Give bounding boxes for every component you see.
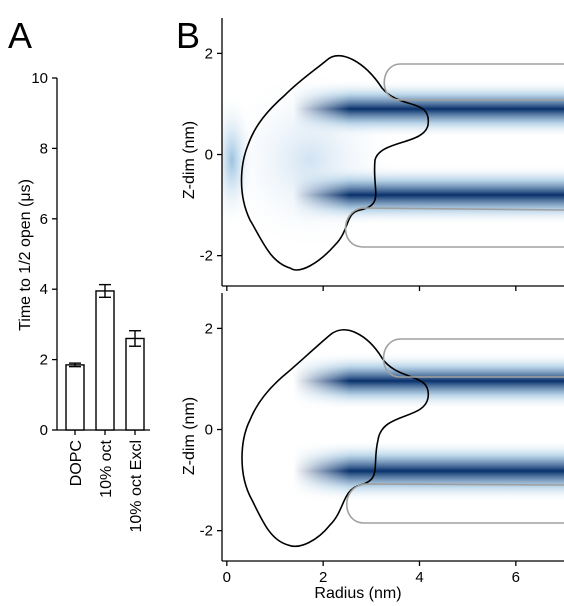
heatmap-b-top: 2 0 -2 Z-dim (nm) <box>181 18 564 291</box>
y-tick-label-a: 2 <box>40 352 48 369</box>
x-tick-label: 6 <box>512 569 520 586</box>
gray-contour-top-lower <box>344 207 564 248</box>
y-tick-label: 0 <box>205 422 213 439</box>
category-label: DOPC <box>68 440 85 486</box>
y-axis-label-b-top: Z-dim (nm) <box>181 121 198 199</box>
y-tick-label: -2 <box>200 523 213 540</box>
heatmap-b-bottom: 2 0 -2 0 2 4 6 Z-dim (nm) Radius (nm) <box>181 293 564 602</box>
panel-a-letter: A <box>8 15 32 56</box>
category-label: 10% oct <box>98 439 115 497</box>
category-labels-a: DOPC 10% oct 10% oct Excl <box>68 439 145 532</box>
y-tick-label-a: 4 <box>40 281 48 298</box>
y-tick-label: -2 <box>200 248 213 265</box>
y-ticks-b-top: 2 0 -2 <box>200 45 222 265</box>
bars-a <box>65 283 145 435</box>
y-ticks-a: 0 2 4 6 8 10 <box>31 70 57 439</box>
gray-contour-bottom-upper <box>382 338 564 378</box>
category-label: 10% oct Excl <box>128 440 145 532</box>
y-tick-label: 0 <box>205 147 213 164</box>
x-tick-label: 2 <box>319 569 327 586</box>
panel-b-letter: B <box>176 15 200 56</box>
y-tick-label-a: 8 <box>40 140 48 157</box>
gray-contour-bottom-lower <box>345 483 564 524</box>
bar <box>95 290 115 431</box>
y-tick-label: 2 <box>205 320 213 337</box>
black-contour-bottom <box>241 329 429 547</box>
y-axis-label-b-bottom: Z-dim (nm) <box>181 397 198 475</box>
x-tick-label: 4 <box>415 569 423 586</box>
y-tick-label-a: 0 <box>40 422 48 439</box>
y-ticks-b-bottom: 2 0 -2 <box>200 320 222 540</box>
y-tick-label-a: 6 <box>40 211 48 228</box>
gray-contour-top-upper <box>383 63 564 101</box>
bar-chart-a: 0 2 4 6 8 10 DOPC 10% oct 10% oct Excl Time to … <box>17 70 150 532</box>
x-ticks-b-bottom: 0 2 4 6 <box>223 561 520 586</box>
y-tick-label-a: 10 <box>31 70 48 87</box>
bar <box>125 337 145 431</box>
x-tick-label: 0 <box>223 569 231 586</box>
black-contour-top <box>240 54 429 271</box>
x-ticks-b-top <box>226 286 517 291</box>
bar <box>65 364 85 431</box>
x-axis-label-b-bottom: Radius (nm) <box>314 585 401 602</box>
y-axis-label-a: Time to 1/2 open (μs) <box>17 179 34 331</box>
y-tick-label: 2 <box>205 45 213 62</box>
